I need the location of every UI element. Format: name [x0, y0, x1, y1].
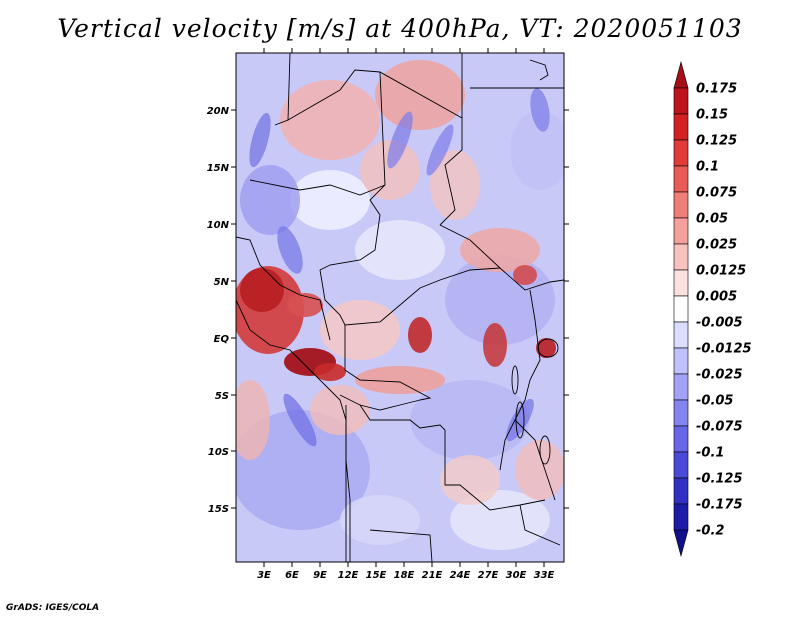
- colorbar-segment: [673, 60, 689, 89]
- colorbar-label: -0.025: [696, 368, 743, 383]
- lon-label-15e: 15E: [366, 570, 387, 581]
- lat-label-20n: 20N: [207, 106, 230, 117]
- colorbar-segment: [673, 451, 689, 479]
- colorbar-label: 0.05: [696, 212, 728, 227]
- lat-label-5s: 5S: [215, 391, 229, 402]
- lon-label-9e: 9E: [313, 570, 327, 581]
- colorbar-segment: [673, 477, 689, 505]
- colorbar-segment: [673, 399, 689, 427]
- colorbar-segment: [673, 269, 689, 297]
- lat-label-5n: 5N: [214, 277, 230, 288]
- colorbar-label: 0.175: [696, 82, 737, 97]
- lat-label-eq: EQ: [214, 334, 230, 345]
- lon-label-6e: 6E: [285, 570, 299, 581]
- colorbar-label: 0.1: [696, 160, 719, 175]
- colorbar-segment: [673, 87, 689, 115]
- colorbar-segment: [673, 165, 689, 193]
- colorbar-segment: [673, 321, 689, 349]
- chart-title: Vertical velocity [m/s] at 400hPa, VT: 2…: [57, 14, 743, 43]
- lat-label-10s: 10S: [208, 447, 229, 458]
- lon-label-33e: 33E: [534, 570, 555, 581]
- colorbar-segment: [673, 529, 689, 558]
- colorbar-label: -0.2: [696, 524, 724, 539]
- colorbar-segment: [673, 503, 689, 531]
- lon-label-21e: 21E: [422, 570, 443, 581]
- velocity-field: [236, 60, 564, 550]
- colorbar-segment: [673, 217, 689, 245]
- footer-credit: GrADS: IGES/COLA: [6, 603, 100, 613]
- colorbar-segment: [673, 243, 689, 271]
- colorbar-segment: [673, 139, 689, 167]
- map-frame: [235, 52, 565, 563]
- lon-label-18e: 18E: [394, 570, 415, 581]
- lat-label-15n: 15N: [207, 163, 230, 174]
- colorbar-label: 0.125: [696, 134, 737, 149]
- colorbar-segment: [673, 191, 689, 219]
- lon-label-27e: 27E: [478, 570, 499, 581]
- colorbar-label: 0.005: [696, 290, 737, 305]
- lat-axis: 20N 15N 10N 5N EQ 5S 10S 15S: [207, 106, 569, 515]
- lon-axis: 3E 6E 9E 12E 15E 18E 21E 24E 27E 30E 33E: [257, 48, 555, 581]
- map-panel: [236, 53, 564, 562]
- country-borders: [236, 53, 564, 562]
- colorbar-label: -0.0125: [696, 342, 752, 357]
- lon-label-30e: 30E: [506, 570, 527, 581]
- colorbar-label: -0.005: [696, 316, 743, 331]
- colorbar-segment: [673, 113, 689, 141]
- colorbar-label: -0.175: [696, 498, 743, 513]
- lat-label-10n: 10N: [207, 220, 230, 231]
- colorbar-segment: [673, 347, 689, 375]
- lon-label-12e: 12E: [338, 570, 359, 581]
- lon-label-24e: 24E: [450, 570, 471, 581]
- lon-label-3e: 3E: [257, 570, 271, 581]
- colorbar-label: 0.075: [696, 186, 737, 201]
- colorbar-label: -0.075: [696, 420, 743, 435]
- colorbar: 0.175 0.15 0.125 0.1 0.075 0.05 0.025 0.0125 0.0…: [673, 60, 752, 558]
- colorbar-segment: [673, 295, 689, 323]
- colorbar-label: 0.15: [696, 108, 728, 123]
- colorbar-label: 0.0125: [696, 264, 746, 279]
- colorbar-label: -0.125: [696, 472, 743, 487]
- colorbar-segment: [673, 425, 689, 453]
- colorbar-label: 0.025: [696, 238, 737, 253]
- colorbar-label: -0.1: [696, 446, 724, 461]
- colorbar-segment: [673, 373, 689, 401]
- lat-label-15s: 15S: [208, 504, 229, 515]
- colorbar-label: -0.05: [696, 394, 733, 409]
